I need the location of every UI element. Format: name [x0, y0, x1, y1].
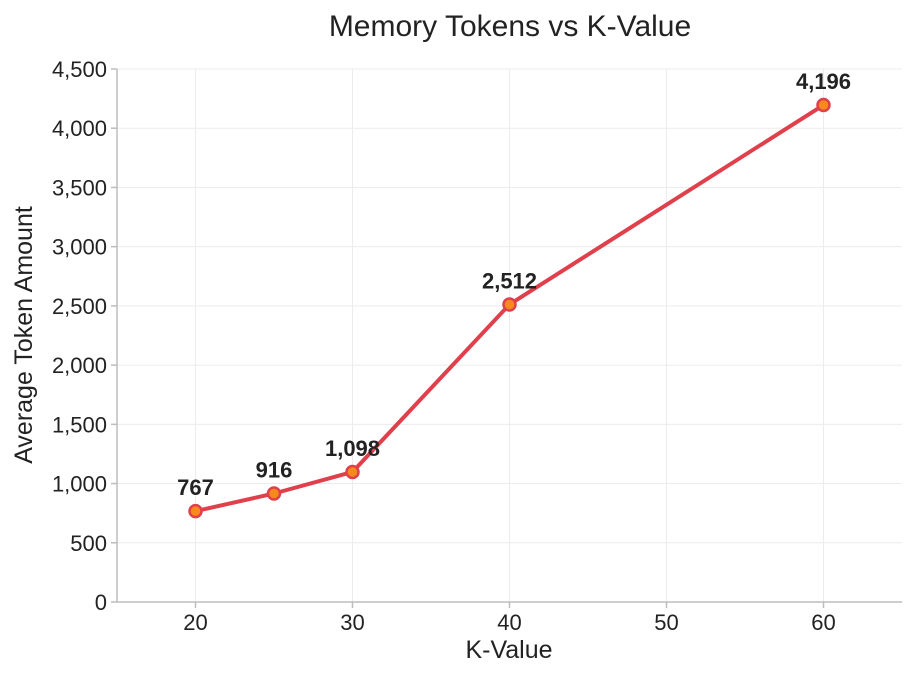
y-tick-label: 1,000	[52, 472, 107, 497]
x-axis-label: K-Value	[465, 636, 552, 664]
data-label: 916	[256, 458, 293, 483]
y-tick-label: 1,500	[52, 412, 107, 437]
data-point	[816, 97, 831, 113]
chart-title: Memory Tokens vs K-Value	[329, 10, 691, 43]
data-point	[188, 503, 203, 519]
y-axis-label: Average Token Amount	[10, 206, 38, 464]
data-point	[502, 297, 517, 312]
series-group	[188, 97, 831, 519]
data-point	[266, 486, 282, 501]
x-tick-label: 20	[183, 610, 207, 635]
data-label: 767	[177, 475, 214, 500]
y-tick-label: 4,500	[52, 57, 107, 82]
y-axis-ticks: 0 500 1,000 1,500 2,000 2,500 3,000 3,500 4,000 4…	[52, 57, 117, 615]
x-tick-label: 30	[340, 610, 364, 635]
y-tick-label: 4,000	[52, 116, 107, 141]
x-tick-label: 50	[654, 610, 678, 635]
data-point	[345, 464, 360, 480]
y-tick-label: 0	[95, 590, 107, 615]
y-tick-label: 3,500	[52, 175, 107, 200]
y-tick-label: 2,000	[52, 353, 107, 378]
data-label: 2,512	[482, 268, 537, 293]
y-tick-label: 2,500	[52, 294, 107, 319]
grid	[117, 68, 902, 602]
x-axis-ticks: 20 30 40 50 60	[183, 602, 836, 635]
y-tick-label: 3,000	[52, 235, 107, 260]
data-label: 1,098	[325, 436, 380, 461]
data-label: 4,196	[796, 69, 851, 94]
y-tick-label: 500	[70, 531, 107, 556]
data-labels: 767 916 1,098 2,512 4,196	[177, 69, 851, 500]
x-tick-label: 60	[811, 610, 835, 635]
x-tick-label: 40	[497, 610, 521, 635]
